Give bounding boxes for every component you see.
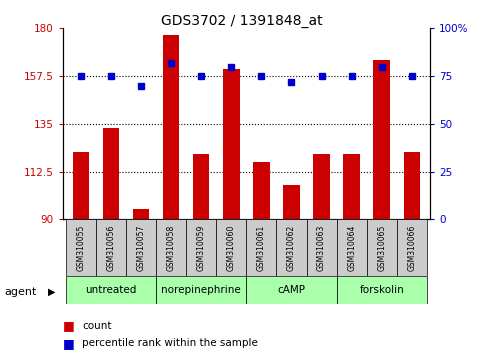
Text: GSM310056: GSM310056 (106, 224, 115, 271)
Bar (373, 60, 390, 219)
Text: agent: agent (5, 287, 37, 297)
Bar (337, 276, 427, 304)
Bar (103, 128, 119, 219)
Bar (276, 219, 307, 276)
Bar (246, 276, 337, 304)
Text: norepinephrine: norepinephrine (161, 285, 241, 295)
Bar (367, 219, 397, 276)
Text: GSM310057: GSM310057 (137, 224, 145, 271)
Bar (216, 219, 246, 276)
Bar (193, 154, 210, 219)
Bar (66, 276, 156, 304)
Text: GSM310062: GSM310062 (287, 225, 296, 271)
Text: forskolin: forskolin (359, 285, 404, 295)
Bar (66, 219, 96, 276)
Text: GSM310059: GSM310059 (197, 224, 206, 271)
Text: GSM310065: GSM310065 (377, 224, 386, 271)
Bar (246, 219, 276, 276)
Text: untreated: untreated (85, 285, 137, 295)
Bar (307, 219, 337, 276)
Text: GSM310055: GSM310055 (76, 224, 85, 271)
Bar (96, 219, 126, 276)
Text: ▶: ▶ (48, 287, 56, 297)
Text: count: count (82, 321, 112, 331)
Bar (163, 35, 179, 219)
Text: percentile rank within the sample: percentile rank within the sample (82, 338, 258, 348)
Text: GSM310060: GSM310060 (227, 224, 236, 271)
Text: GSM310063: GSM310063 (317, 224, 326, 271)
Bar (397, 219, 427, 276)
Bar (283, 185, 300, 219)
Text: GSM310064: GSM310064 (347, 224, 356, 271)
Bar (223, 69, 240, 219)
Bar (343, 154, 360, 219)
Bar (133, 209, 149, 219)
Text: GSM310058: GSM310058 (167, 225, 176, 271)
Text: GSM310066: GSM310066 (407, 224, 416, 271)
Text: ■: ■ (63, 319, 74, 332)
Bar (403, 152, 420, 219)
Bar (72, 152, 89, 219)
Bar (253, 162, 270, 219)
Bar (126, 219, 156, 276)
Bar (156, 276, 246, 304)
Text: GDS3702 / 1391848_at: GDS3702 / 1391848_at (161, 14, 322, 28)
Bar (313, 154, 330, 219)
Text: ■: ■ (63, 337, 74, 350)
Text: cAMP: cAMP (277, 285, 305, 295)
Bar (186, 219, 216, 276)
Bar (156, 219, 186, 276)
Bar (337, 219, 367, 276)
Text: GSM310061: GSM310061 (257, 225, 266, 271)
